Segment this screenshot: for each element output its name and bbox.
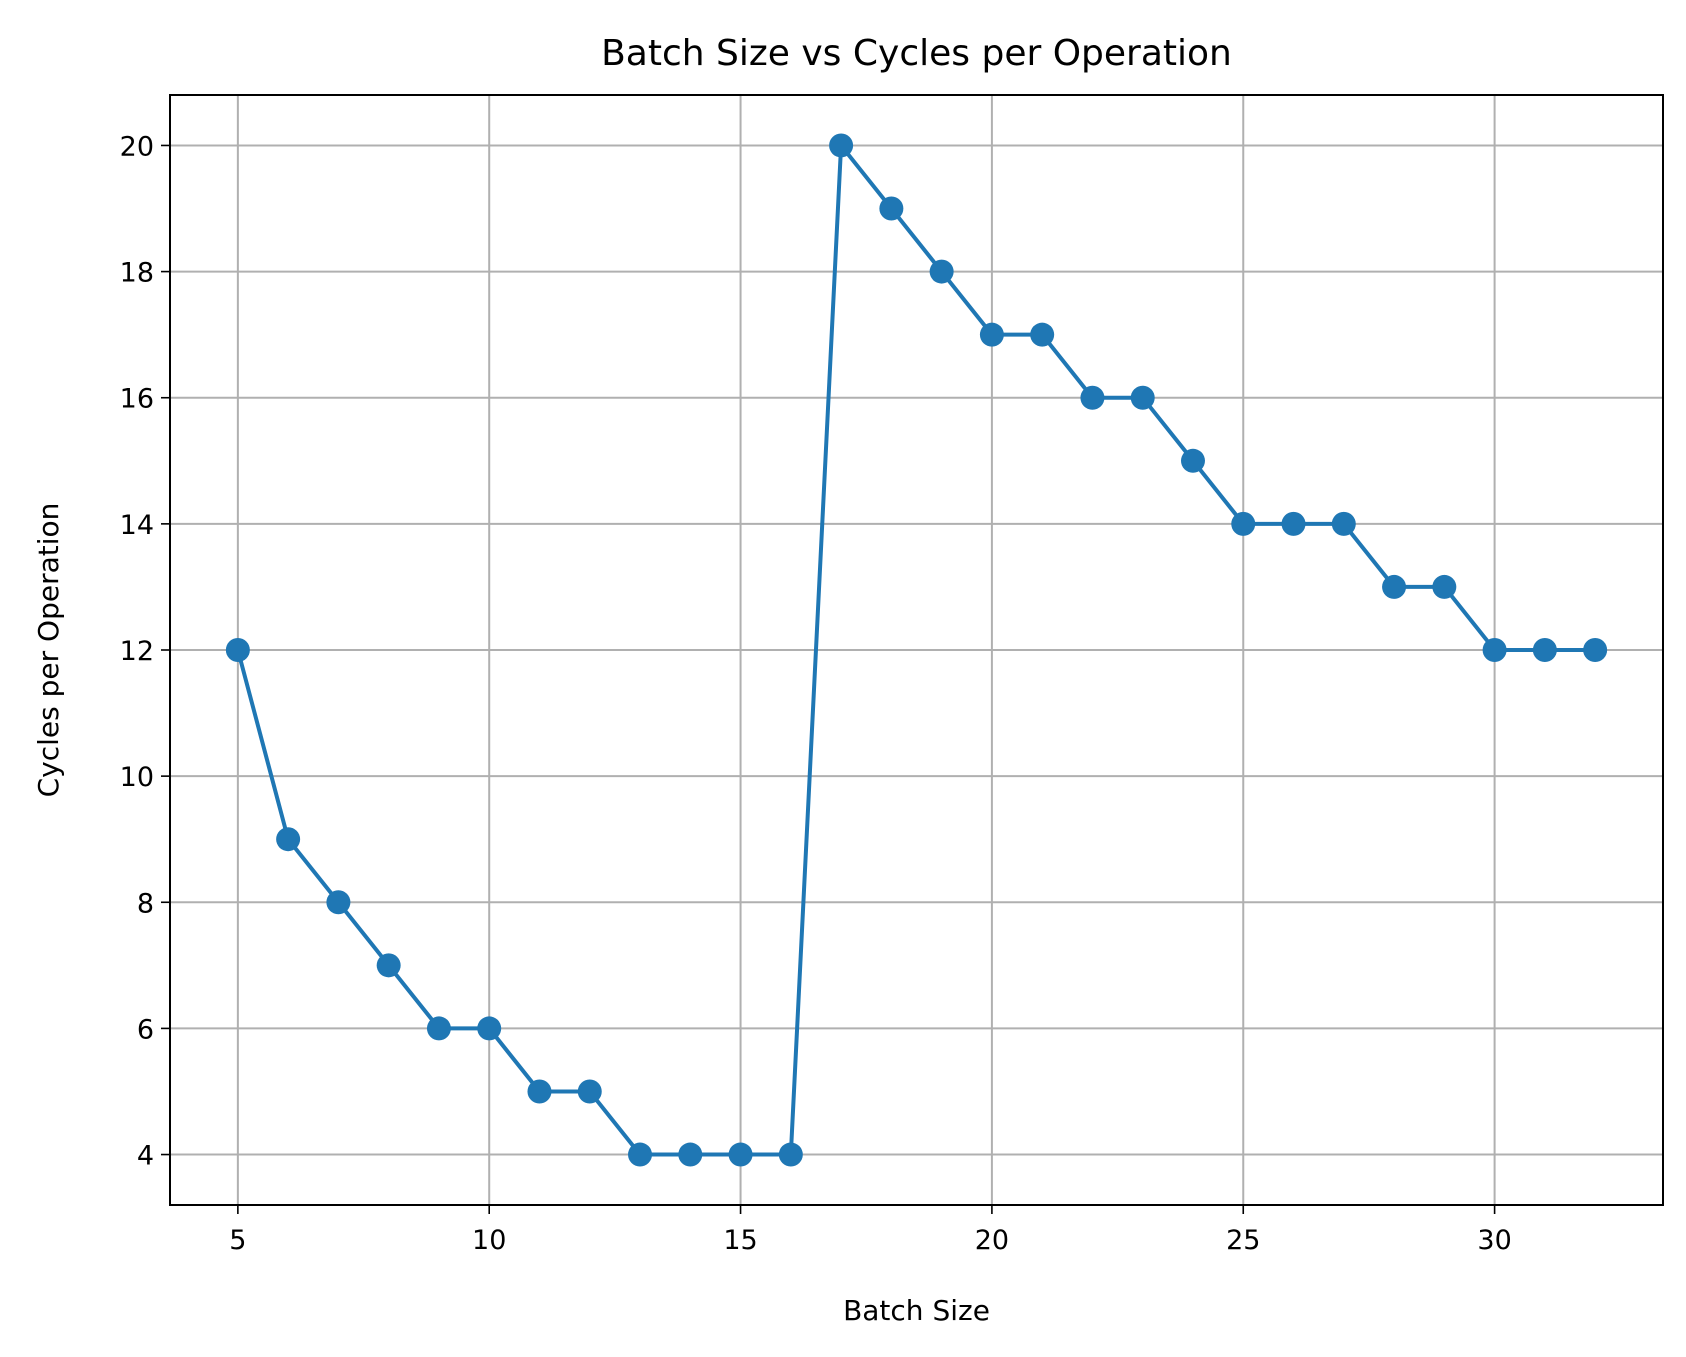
y-tick-label: 6 [137, 1014, 154, 1045]
data-point [376, 953, 401, 978]
data-point [728, 1142, 753, 1167]
data-point [527, 1079, 552, 1104]
x-tick-label: 15 [723, 1225, 757, 1256]
data-point [1231, 511, 1256, 536]
data-point [1130, 385, 1155, 410]
y-tick-label: 18 [120, 258, 154, 289]
y-tick-label: 14 [120, 510, 154, 541]
y-tick-label: 16 [120, 384, 154, 415]
data-point [426, 1016, 451, 1041]
data-series [225, 133, 1608, 1167]
data-point [577, 1079, 602, 1104]
data-point [1532, 638, 1557, 662]
data-point [1583, 638, 1608, 662]
y-tick-label: 10 [120, 762, 154, 793]
data-point [929, 259, 954, 284]
data-point [1030, 322, 1055, 347]
x-tick-label: 20 [975, 1225, 1009, 1256]
data-point [979, 322, 1004, 347]
data-point [276, 827, 301, 852]
chart-title: Batch Size vs Cycles per Operation [601, 33, 1232, 74]
data-point [678, 1142, 703, 1167]
y-tick-label: 12 [120, 636, 154, 667]
data-point [326, 890, 351, 915]
data-point [628, 1142, 653, 1167]
data-point [1432, 574, 1457, 599]
data-point [225, 638, 250, 662]
series-line [235, 143, 1596, 1157]
data-point [1331, 511, 1356, 536]
axis-ticks: 5 10 15 20 25 30 4 6 8 10 12 14 16 18 20 [120, 131, 1512, 1256]
y-tick-label: 4 [137, 1141, 154, 1172]
data-point [829, 133, 854, 158]
data-point [1281, 511, 1306, 536]
x-tick-label: 10 [472, 1225, 506, 1256]
x-tick-label: 5 [229, 1225, 246, 1256]
x-axis-label: Batch Size [843, 1294, 990, 1327]
plot-frame [169, 94, 1664, 1206]
y-tick-label: 20 [120, 131, 154, 162]
data-point [778, 1142, 803, 1167]
data-point [879, 196, 904, 221]
y-axis-label: Cycles per Operation [32, 503, 65, 798]
data-point [1180, 448, 1205, 473]
y-tick-label: 8 [137, 888, 154, 919]
data-point [1080, 385, 1105, 410]
data-point [477, 1016, 502, 1041]
x-tick-label: 30 [1477, 1225, 1511, 1256]
data-point [1482, 638, 1507, 662]
x-tick-label: 25 [1226, 1225, 1260, 1256]
data-point [1382, 574, 1407, 599]
